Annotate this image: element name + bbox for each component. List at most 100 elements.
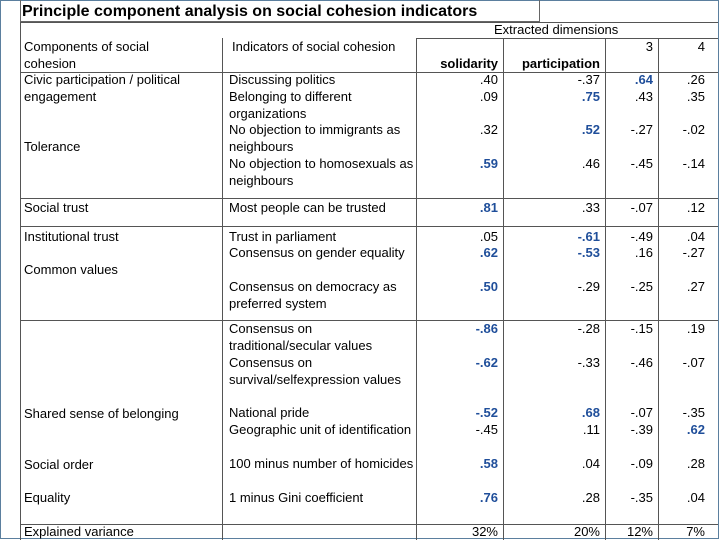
loading-value: -.39 [630, 422, 653, 437]
indicator-label: Trust in parliament [229, 229, 337, 244]
loading-value: -.35 [682, 405, 705, 420]
loading-value: -.46 [630, 355, 653, 370]
indicator-label: Geographic unit of identification [229, 422, 412, 437]
loading-value: .76 [479, 490, 498, 505]
loading-value: .04 [581, 456, 600, 471]
col-header-participation: participation [521, 56, 600, 71]
component-label: Civic participation / political engageme… [24, 72, 181, 104]
loading-value: -.45 [475, 422, 498, 437]
loading-value: -.49 [630, 229, 653, 244]
component-label: Common values [24, 262, 118, 277]
component-label: Social trust [24, 200, 89, 215]
indicator-label: No objection to homosexuals as neighbour… [229, 156, 414, 188]
indicator-label: Most people can be trusted [229, 200, 386, 215]
loading-value: -.09 [630, 456, 653, 471]
extracted-header: Extracted dimensions [494, 22, 619, 37]
col-header-4: 4 [697, 39, 705, 54]
loading-value: .43 [634, 89, 653, 104]
loading-value: -.45 [630, 156, 653, 171]
indicators-header: Indicators of social cohesion [232, 39, 396, 54]
component-label: Explained variance [24, 524, 134, 539]
indicator-label: No objection to immigrants as neighbours [229, 122, 401, 154]
loading-value: .62 [479, 245, 498, 260]
row-separator [20, 320, 718, 321]
loading-value: .11 [582, 422, 600, 437]
loading-value: -.07 [630, 200, 653, 215]
loading-value: .62 [686, 422, 705, 437]
indicator-label: Consensus on democracy as preferred syst… [229, 279, 397, 311]
loading-value: .35 [686, 89, 705, 104]
loading-value: -.62 [475, 355, 498, 370]
indicator-label: Belonging to different organizations [229, 89, 352, 121]
indicator-label: Consensus on survival/selfexpression val… [229, 355, 401, 387]
loading-value: -.07 [682, 355, 705, 370]
explained-variance-value: 32% [471, 524, 498, 539]
loading-value: -.02 [682, 122, 705, 137]
loading-value: .26 [686, 72, 705, 87]
component-label: Tolerance [24, 139, 81, 154]
loading-value: .32 [479, 122, 498, 137]
loading-value: .04 [686, 490, 705, 505]
loading-value: .64 [634, 72, 653, 87]
component-label: Equality [24, 490, 71, 505]
loading-value: -.86 [475, 321, 498, 336]
row-separator [20, 226, 718, 227]
indicator-label: Consensus on traditional/secular values [229, 321, 373, 353]
divider-col2 [605, 38, 606, 540]
loading-value: -.52 [475, 405, 498, 420]
loading-value: .58 [479, 456, 498, 471]
loading-value: .05 [479, 229, 498, 244]
loading-value: -.53 [577, 245, 600, 260]
title-underline [20, 22, 718, 23]
title-box [20, 0, 540, 22]
explained-variance-value: 7% [686, 524, 705, 539]
loading-value: .75 [581, 89, 600, 104]
loading-value: -.28 [577, 321, 600, 336]
table-left-border [20, 22, 21, 540]
extracted-underline [416, 38, 718, 39]
component-label: Institutional trust [24, 229, 119, 244]
explained-variance-value: 20% [573, 524, 600, 539]
loading-value: .33 [581, 200, 600, 215]
loading-value: .12 [686, 200, 705, 215]
indicator-label: National pride [229, 405, 310, 420]
component-label: Shared sense of belonging [24, 406, 179, 421]
explained-variance-value: 12% [626, 524, 653, 539]
loading-value: -.29 [577, 279, 600, 294]
loading-value: .27 [686, 279, 705, 294]
loading-value: .81 [479, 200, 498, 215]
loading-value: -.27 [630, 122, 653, 137]
divider-components [222, 38, 223, 540]
col-header-3: 3 [645, 39, 653, 54]
loading-value: -.27 [682, 245, 705, 260]
row-separator [20, 524, 718, 525]
indicator-label: Discussing politics [229, 72, 336, 87]
loading-value: -.61 [577, 229, 600, 244]
divider-col1 [503, 38, 504, 540]
loading-value: -.14 [682, 156, 705, 171]
loading-value: .04 [686, 229, 705, 244]
loading-value: .46 [581, 156, 600, 171]
components-header: Components of social cohesion [24, 39, 150, 71]
divider-col3 [658, 38, 659, 540]
divider-indicators [416, 38, 417, 540]
col-header-solidarity: solidarity [440, 56, 498, 71]
row-separator [20, 72, 718, 73]
loading-value: -.25 [630, 279, 653, 294]
loading-value: -.33 [577, 355, 600, 370]
loading-value: .50 [479, 279, 498, 294]
loading-value: .68 [581, 405, 600, 420]
loading-value: .16 [634, 245, 653, 260]
loading-value: .19 [686, 321, 705, 336]
component-label: Social order [24, 457, 94, 472]
row-separator [20, 198, 718, 199]
loading-value: .52 [581, 122, 600, 137]
page-title: Principle component analysis on social c… [22, 3, 478, 20]
indicator-label: 1 minus Gini coefficient [229, 490, 364, 505]
indicator-label: 100 minus number of homicides [229, 456, 414, 471]
loading-value: .40 [479, 72, 498, 87]
loading-value: .09 [479, 89, 498, 104]
loading-value: .28 [686, 456, 705, 471]
loading-value: .28 [581, 490, 600, 505]
